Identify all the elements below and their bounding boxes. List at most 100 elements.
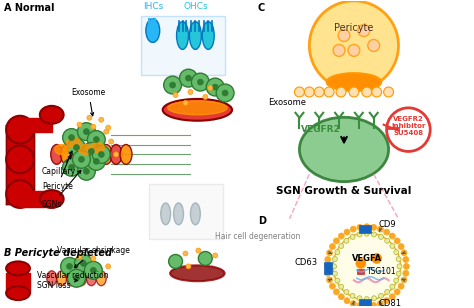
Circle shape — [338, 233, 344, 239]
Text: Pericyte: Pericyte — [42, 151, 73, 191]
Ellipse shape — [40, 190, 64, 208]
Text: Vascular reduction
SGN loss: Vascular reduction SGN loss — [37, 271, 109, 290]
Circle shape — [365, 231, 369, 236]
Circle shape — [397, 264, 402, 269]
Ellipse shape — [191, 203, 201, 225]
Circle shape — [344, 238, 349, 243]
Circle shape — [93, 136, 99, 143]
Circle shape — [66, 263, 73, 269]
Circle shape — [357, 302, 363, 308]
Circle shape — [87, 115, 92, 120]
Circle shape — [334, 289, 339, 295]
Circle shape — [77, 254, 82, 259]
Circle shape — [356, 258, 366, 268]
Circle shape — [98, 152, 104, 157]
Circle shape — [383, 87, 393, 97]
Ellipse shape — [168, 101, 227, 115]
Circle shape — [385, 290, 390, 294]
Circle shape — [349, 87, 359, 97]
Circle shape — [310, 1, 399, 90]
Circle shape — [348, 44, 360, 56]
Circle shape — [73, 150, 91, 168]
Ellipse shape — [66, 271, 76, 286]
Circle shape — [114, 152, 118, 157]
Text: B Pericyte depleted: B Pericyte depleted — [4, 249, 112, 258]
Circle shape — [372, 253, 382, 263]
Ellipse shape — [163, 99, 232, 121]
Circle shape — [73, 275, 80, 281]
Ellipse shape — [6, 145, 34, 173]
Circle shape — [327, 250, 333, 256]
Circle shape — [394, 289, 400, 295]
Circle shape — [77, 162, 95, 180]
Circle shape — [389, 233, 395, 239]
Text: Pericyte: Pericyte — [334, 22, 374, 33]
Ellipse shape — [96, 271, 106, 286]
Circle shape — [333, 233, 401, 300]
Circle shape — [329, 244, 336, 249]
Ellipse shape — [66, 138, 81, 148]
Circle shape — [344, 298, 350, 304]
Circle shape — [68, 269, 85, 287]
Circle shape — [106, 125, 110, 130]
Text: SGNs: SGNs — [42, 170, 81, 209]
Circle shape — [84, 261, 102, 279]
Text: Exosome: Exosome — [268, 98, 306, 107]
Ellipse shape — [6, 116, 34, 144]
Circle shape — [197, 79, 203, 85]
Circle shape — [77, 123, 95, 140]
Circle shape — [164, 76, 182, 94]
Circle shape — [338, 30, 350, 42]
Circle shape — [394, 278, 399, 283]
Circle shape — [383, 298, 390, 304]
Circle shape — [325, 257, 331, 262]
Ellipse shape — [57, 271, 66, 286]
Circle shape — [394, 250, 399, 255]
Circle shape — [183, 100, 188, 105]
Circle shape — [185, 75, 191, 81]
Circle shape — [74, 254, 92, 272]
Circle shape — [87, 152, 105, 170]
Circle shape — [329, 283, 336, 289]
Circle shape — [324, 263, 330, 269]
Circle shape — [403, 257, 409, 262]
Ellipse shape — [100, 144, 112, 164]
Circle shape — [387, 108, 430, 152]
Bar — [359, 299, 371, 307]
Circle shape — [372, 87, 382, 97]
Circle shape — [332, 264, 337, 269]
Circle shape — [73, 144, 80, 150]
Circle shape — [170, 82, 175, 88]
Circle shape — [385, 238, 390, 243]
Ellipse shape — [40, 106, 64, 124]
Text: VEGFR2
inhibitor
SU5408: VEGFR2 inhibitor SU5408 — [391, 116, 426, 136]
Ellipse shape — [300, 117, 389, 182]
Circle shape — [99, 117, 104, 122]
Ellipse shape — [79, 144, 92, 154]
Text: VEGFA: VEGFA — [352, 254, 382, 263]
Circle shape — [188, 90, 193, 95]
Circle shape — [196, 248, 201, 253]
Circle shape — [390, 284, 395, 289]
Ellipse shape — [81, 144, 92, 164]
Circle shape — [390, 244, 395, 249]
Bar — [357, 269, 364, 274]
Ellipse shape — [55, 144, 69, 154]
Circle shape — [398, 283, 404, 289]
Circle shape — [350, 301, 356, 306]
Ellipse shape — [6, 261, 30, 275]
Circle shape — [294, 87, 304, 97]
Circle shape — [325, 225, 409, 308]
Circle shape — [350, 226, 356, 232]
Circle shape — [198, 252, 212, 265]
Circle shape — [335, 250, 340, 255]
Circle shape — [92, 145, 110, 163]
Ellipse shape — [71, 144, 82, 164]
Circle shape — [335, 278, 340, 283]
Bar — [149, 184, 223, 239]
Circle shape — [186, 264, 191, 269]
Bar — [324, 262, 332, 274]
Circle shape — [401, 250, 407, 256]
Circle shape — [203, 95, 208, 99]
Circle shape — [81, 261, 86, 266]
